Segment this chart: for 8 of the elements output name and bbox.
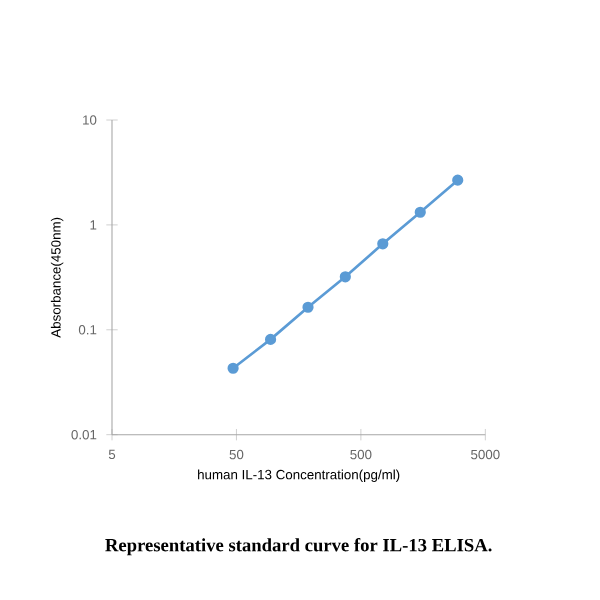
point [377, 238, 389, 250]
point [339, 271, 351, 283]
point [227, 362, 239, 374]
point [414, 206, 426, 218]
point [264, 333, 277, 345]
text: Representative standard curve for IL-13 ELISA. [105, 538, 492, 556]
point [302, 301, 314, 313]
point [452, 174, 464, 186]
